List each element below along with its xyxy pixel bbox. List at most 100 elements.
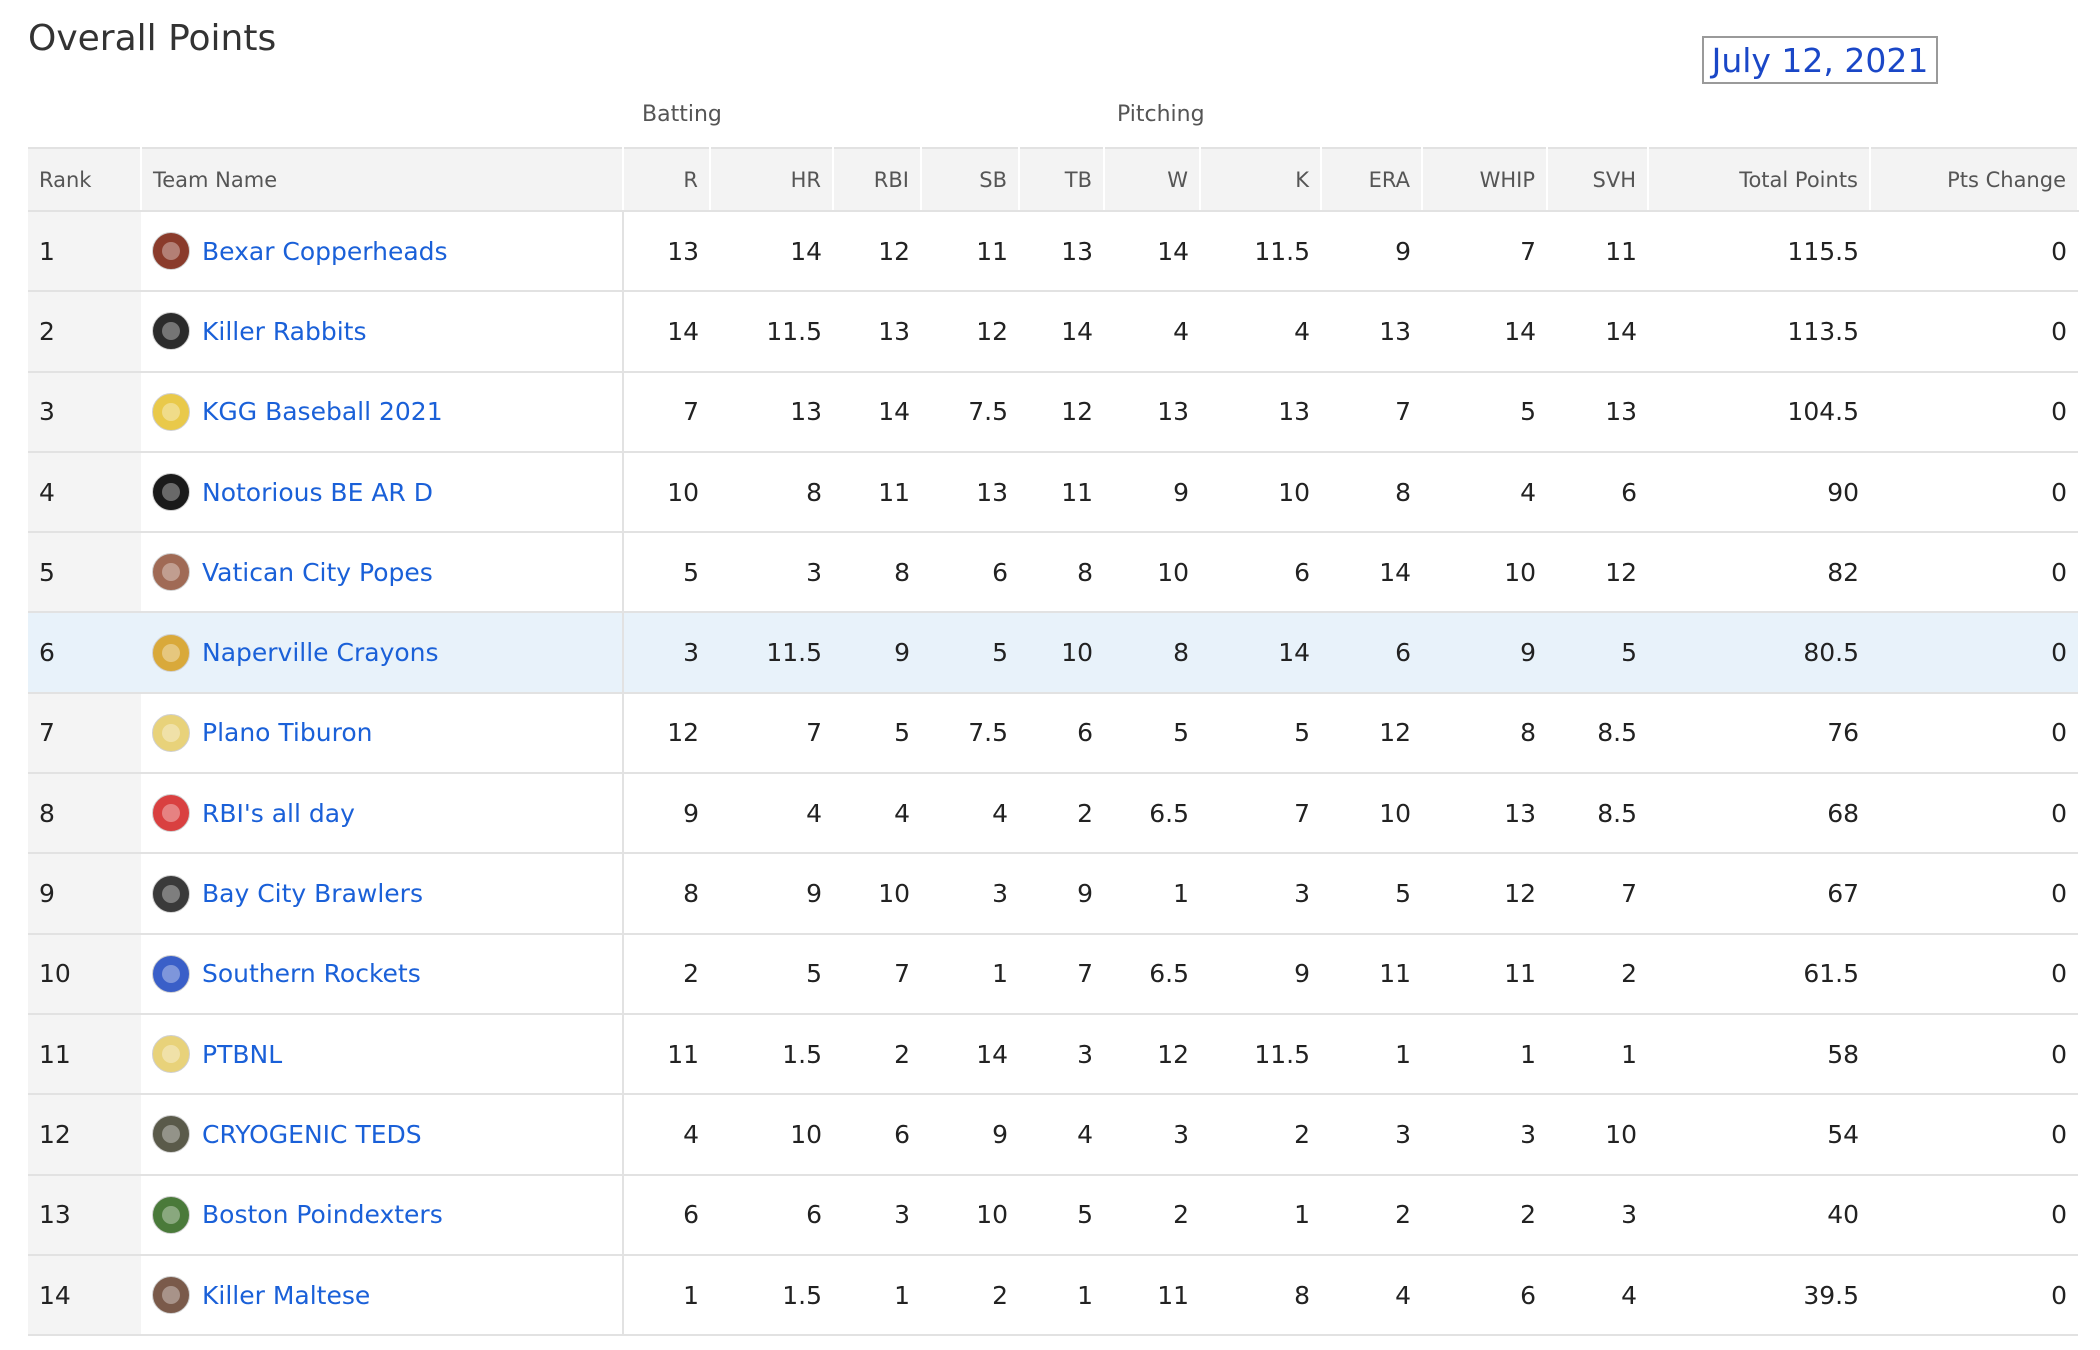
stat-era-cell: 11 — [1321, 933, 1422, 1015]
stat-svh-cell: 8.5 — [1547, 773, 1648, 855]
column-header-total-points[interactable]: Total Points — [1648, 147, 1871, 212]
crayon-box-logo-icon[interactable] — [152, 633, 190, 672]
stat-svh-cell: 6 — [1547, 451, 1648, 534]
column-header-rbi[interactable]: RBI — [833, 147, 922, 212]
total-points-cell: 58 — [1648, 1013, 1870, 1096]
stat-tb-cell: 11 — [1019, 451, 1104, 534]
yellow-cap-logo-icon[interactable] — [152, 1035, 190, 1074]
stat-era-cell: 10 — [1321, 773, 1422, 855]
stat-hr-cell: 13 — [710, 371, 833, 453]
column-header-era[interactable]: ERA — [1321, 147, 1423, 212]
standings-body: 1 Bexar Copperheads 13 14 12 11 13 14 11… — [28, 211, 2078, 1337]
table-row: 7 Plano Tiburon 12 7 5 7.5 6 5 5 12 8 8.… — [28, 692, 2078, 775]
stat-era-cell: 9 — [1321, 211, 1422, 293]
column-header-tb[interactable]: TB — [1019, 147, 1105, 212]
table-row: 12 CRYOGENIC TEDS 4 10 6 9 4 3 2 3 3 10 … — [28, 1094, 2078, 1176]
stat-hr-cell: 9 — [710, 853, 833, 935]
stat-era-cell: 12 — [1321, 692, 1422, 775]
team-name-link[interactable]: Killer Maltese — [202, 1280, 371, 1310]
team-name-link[interactable]: Vatican City Popes — [202, 557, 433, 587]
team-name-link[interactable]: CRYOGENIC TEDS — [202, 1119, 422, 1149]
stat-svh-cell: 5 — [1547, 612, 1648, 694]
rank-cell: 2 — [28, 291, 141, 373]
stat-k-cell: 11.5 — [1200, 211, 1321, 293]
page-title: Overall Points — [28, 18, 277, 59]
team-name-link[interactable]: Boston Poindexters — [202, 1200, 443, 1230]
stat-rbi-cell: 10 — [833, 853, 921, 935]
total-points-cell: 68 — [1648, 773, 1870, 855]
stat-era-cell: 5 — [1321, 853, 1422, 935]
stat-w-cell: 12 — [1104, 1013, 1200, 1096]
stat-sb-cell: 13 — [921, 451, 1019, 534]
team-name-link[interactable]: Bexar Copperheads — [202, 236, 448, 266]
stat-tb-cell: 4 — [1019, 1094, 1104, 1176]
stat-era-cell: 14 — [1321, 532, 1422, 614]
stat-tb-cell: 5 — [1019, 1174, 1104, 1256]
stat-svh-cell: 12 — [1547, 532, 1648, 614]
stat-w-cell: 13 — [1104, 371, 1200, 453]
pts-change-cell: 0 — [1870, 853, 2078, 935]
column-header-w[interactable]: W — [1104, 147, 1201, 212]
date-selector[interactable]: July 12, 2021 — [1702, 36, 1938, 84]
table-row: 10 Southern Rockets 2 5 7 1 7 6.5 9 11 1… — [28, 933, 2078, 1015]
column-header-sb[interactable]: SB — [921, 147, 1020, 212]
stat-svh-cell: 2 — [1547, 933, 1648, 1015]
stat-r-cell: 6 — [623, 1174, 710, 1256]
column-header-hr[interactable]: HR — [710, 147, 834, 212]
bear-seal-logo-icon[interactable] — [152, 473, 190, 512]
stat-tb-cell: 8 — [1019, 532, 1104, 614]
stat-svh-cell: 13 — [1547, 371, 1648, 453]
team-name-link[interactable]: Killer Rabbits — [202, 316, 367, 346]
table-row: 14 Killer Maltese 1 1.5 1 2 1 11 8 4 6 4… — [28, 1254, 2078, 1337]
column-header-whip[interactable]: WHIP — [1422, 147, 1548, 212]
column-header-r[interactable]: R — [623, 147, 711, 212]
frozen-head-logo-icon[interactable] — [152, 1115, 190, 1154]
team-name-link[interactable]: KGG Baseball 2021 — [202, 397, 443, 427]
stat-w-cell: 11 — [1104, 1254, 1200, 1337]
stat-hr-cell: 10 — [710, 1094, 833, 1176]
column-header-k[interactable]: K — [1200, 147, 1322, 212]
column-header-svh[interactable]: SVH — [1547, 147, 1649, 212]
total-points-cell: 40 — [1648, 1174, 1870, 1256]
total-points-cell: 113.5 — [1648, 291, 1870, 373]
team-name-link[interactable]: Notorious BE AR D — [202, 477, 433, 507]
column-header-team-name[interactable]: Team Name — [141, 147, 624, 212]
column-header-pts-change[interactable]: Pts Change — [1870, 147, 2079, 212]
rocket-logo-icon[interactable] — [152, 954, 190, 993]
pts-change-cell: 0 — [1870, 371, 2078, 453]
stat-hr-cell: 1.5 — [710, 1013, 833, 1096]
pope-photo-logo-icon[interactable] — [152, 553, 190, 592]
green-cap-logo-icon[interactable] — [152, 392, 190, 431]
red-blue-cap-logo-icon[interactable] — [152, 794, 190, 833]
stat-era-cell: 3 — [1321, 1094, 1422, 1176]
stat-rbi-cell: 11 — [833, 451, 921, 534]
stat-r-cell: 4 — [623, 1094, 710, 1176]
killer-rabbit-logo-icon[interactable] — [152, 312, 190, 351]
stat-rbi-cell: 2 — [833, 1013, 921, 1096]
stat-sb-cell: 9 — [921, 1094, 1019, 1176]
stat-k-cell: 6 — [1200, 532, 1321, 614]
team-name-link[interactable]: RBI's all day — [202, 798, 355, 828]
stat-rbi-cell: 14 — [833, 371, 921, 453]
stat-rbi-cell: 3 — [833, 1174, 921, 1256]
green-monster-logo-icon[interactable] — [152, 1195, 190, 1234]
copperhead-snake-logo-icon[interactable] — [152, 232, 190, 271]
team-name-link[interactable]: Plano Tiburon — [202, 718, 373, 748]
maltese-dog-logo-icon[interactable] — [152, 1276, 190, 1314]
column-header-rank[interactable]: Rank — [28, 147, 142, 212]
pts-change-cell: 0 — [1870, 692, 2078, 775]
total-points-cell: 76 — [1648, 692, 1870, 775]
stat-hr-cell: 11.5 — [710, 612, 833, 694]
team-name-link[interactable]: Naperville Crayons — [202, 638, 439, 668]
stat-sb-cell: 12 — [921, 291, 1019, 373]
team-name-cell: RBI's all day — [141, 773, 624, 855]
bulldog-logo-icon[interactable] — [152, 874, 190, 913]
yellow-cap-logo-icon[interactable] — [152, 713, 190, 752]
stat-hr-cell: 1.5 — [710, 1254, 833, 1337]
team-name-link[interactable]: Southern Rockets — [202, 959, 421, 989]
stat-whip-cell: 3 — [1422, 1094, 1547, 1176]
stat-w-cell: 3 — [1104, 1094, 1200, 1176]
table-row: 6 Naperville Crayons 3 11.5 9 5 10 8 14 … — [28, 612, 2078, 694]
team-name-link[interactable]: Bay City Brawlers — [202, 879, 423, 909]
team-name-link[interactable]: PTBNL — [202, 1039, 283, 1069]
